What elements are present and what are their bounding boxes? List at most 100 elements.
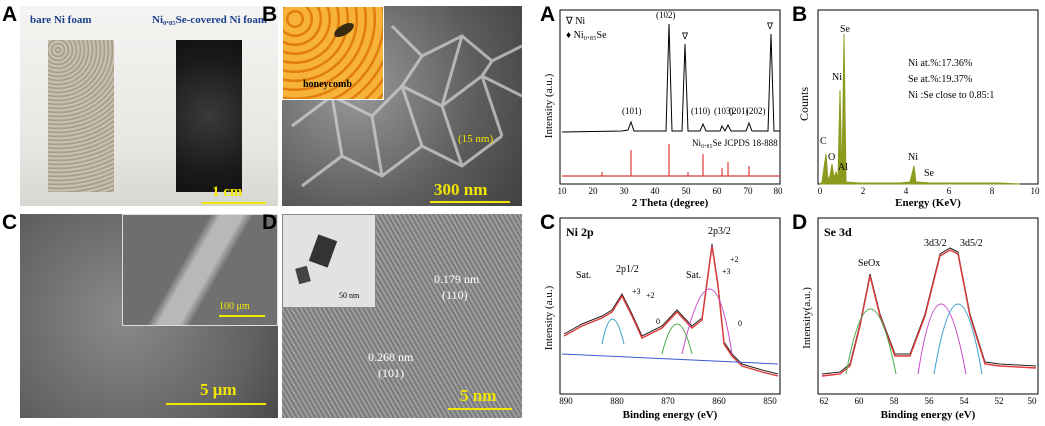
eds-stat: Ni at.%:17.36% <box>908 58 972 69</box>
eds-ni2-label: Ni <box>908 152 918 163</box>
se3d-xlabel: Binding energy (eV) <box>881 409 976 421</box>
honeycomb-inset: honeycomb <box>282 6 384 100</box>
ni2p-ox-label: 0 <box>656 317 660 326</box>
eds-xtick: 4 <box>904 186 909 196</box>
ni2p-xtick: 860 <box>712 396 726 406</box>
covered-ni-label: Ni₀.₈₅Se-covered Ni foam <box>152 14 268 26</box>
fringe-top-label: 0.179 nm <box>434 272 480 286</box>
se3d-peak-component <box>917 303 967 375</box>
xrd-xtick: 30 <box>620 186 630 196</box>
hkl-bottom-label: (101) <box>378 366 404 380</box>
ni2p-xtick: 890 <box>559 396 573 406</box>
xrd-peak-102: (102) <box>656 10 676 20</box>
xrd-nabla-ni: ∇ <box>766 21 774 31</box>
xrd-xtick: 50 <box>682 186 692 196</box>
se3d-ylabel: Intensity(a.u.) <box>801 287 813 349</box>
se3d-xtick: 58 <box>890 396 900 406</box>
ni2p-sat2: Sat. <box>686 270 701 281</box>
se3d-xtick: 62 <box>820 396 829 406</box>
se3d-seox: SeOx <box>858 258 880 269</box>
se3d-title: Se 3d <box>824 225 852 239</box>
eds-xtick: 0 <box>818 186 823 196</box>
eds-c-label: C <box>820 136 827 147</box>
tem-panel: 50 nm 0.179 nm (110) 0.268 nm (101) 5 nm <box>282 214 522 418</box>
hkl-top-label: (110) <box>442 288 468 302</box>
xrd-xtick: 40 <box>651 186 661 196</box>
eds-spectrum <box>819 33 1021 185</box>
panel-label-eds: B <box>792 3 808 26</box>
eds-se-label: Se <box>840 24 851 35</box>
eds-o-label: O <box>828 152 835 163</box>
ni2p-sat1: Sat. <box>576 270 591 281</box>
ni2p-xticks: 890 880 870 860 850 <box>559 396 777 406</box>
ni2p-title: Ni 2p <box>566 225 594 239</box>
xrd-xtick: 70 <box>744 186 754 196</box>
ni2p-baseline <box>561 353 779 365</box>
se3d-chart: Intensity(a.u.) Se 3d SeOx 3d3/2 3d5/2 6… <box>801 217 1039 421</box>
se3d-xticks: 62 60 58 56 54 52 50 <box>820 396 1038 406</box>
ni2p-2p12: 2p1/2 <box>616 264 639 275</box>
photo-panel: bare Ni foam Ni₀.₈₅Se-covered Ni foam 1 … <box>20 6 278 206</box>
xrd-xtick: 60 <box>713 186 723 196</box>
ni2p-xlabel: Binding energy (eV) <box>623 409 718 421</box>
se3d-frame <box>817 217 1039 395</box>
panel-label-se3d: D <box>792 211 808 234</box>
xrd-sample-pattern <box>561 23 780 133</box>
eds-ni-label: Ni <box>832 72 842 83</box>
sem-honeycomb-panel: honeycomb (15 nm) 300 nm <box>282 6 522 206</box>
eds-al-label: Al <box>838 162 848 173</box>
bare-ni-foam-sample <box>48 40 114 192</box>
xrd-xlabel: 2 Theta (degree) <box>632 197 709 209</box>
xrd-legend-nise: ♦ Ni₀.₈₅Se <box>566 30 607 41</box>
tem-inset: 50 nm <box>282 214 376 308</box>
xrd-xtick: 80 <box>774 186 783 196</box>
xrd-peak-110: (110) <box>691 106 710 116</box>
eds-xtick: 8 <box>990 186 995 196</box>
scale-bar <box>448 408 512 410</box>
scale-bar-label: 5 nm <box>460 386 497 405</box>
panel-label-ni2p: C <box>540 211 556 234</box>
xrd-xtick: 20 <box>589 186 599 196</box>
ni2p-peak-component <box>601 318 625 345</box>
foam-inset: 100 μm <box>122 214 278 326</box>
se3d-fit-envelope <box>821 249 1037 377</box>
xrd-peak-202: (202) <box>746 106 766 116</box>
panel-label-a: A <box>2 3 18 26</box>
se3d-3d32: 3d3/2 <box>924 238 947 249</box>
xrd-peak-201: (201) <box>729 106 749 116</box>
ni2p-ylabel: Intensity (a.u.) <box>543 285 555 350</box>
se3d-raw-data <box>821 247 1037 375</box>
panel-label-xrd: A <box>540 3 556 26</box>
ni2p-raw-data <box>563 243 779 375</box>
eds-se2-label: Se <box>924 168 935 179</box>
eds-stat: Ni :Se close to 0.85:1 <box>908 90 994 101</box>
panel-label-d: D <box>262 211 278 234</box>
xrd-ylabel: Intensity (a.u.) <box>543 73 555 138</box>
ni2p-peak-component <box>681 288 733 355</box>
ni2p-peak-component <box>661 323 693 355</box>
se3d-xtick: 50 <box>1028 396 1038 406</box>
ni2p-xtick: 870 <box>661 396 675 406</box>
xrd-chart: Intensity (a.u.) ∇ Ni ♦ Ni₀.₈₅Se (101) (… <box>543 9 783 209</box>
honeycomb-label: honeycomb <box>303 79 352 90</box>
bee-icon <box>331 20 357 40</box>
panel-label-b: B <box>262 3 278 26</box>
ni2p-ox-label: +2 <box>646 291 655 300</box>
sem-foam-panel: 100 μm 5 μm <box>20 214 278 418</box>
ni2p-ox-label: +3 <box>722 267 731 276</box>
xrd-reference-label: Ni₀.₈₅Se JCPDS 18-888 <box>692 138 778 148</box>
thickness-label: (15 nm) <box>458 133 494 145</box>
scale-bar <box>430 201 510 203</box>
xrd-xticks: 10 20 30 40 50 60 70 80 <box>558 186 783 196</box>
eds-xtick: 10 <box>1031 186 1041 196</box>
eds-xticks: 0 2 4 6 8 10 <box>818 186 1040 196</box>
ni2p-ox-label: 0 <box>738 319 742 328</box>
inset-scale-label: 100 μm <box>219 301 250 312</box>
bare-ni-label: bare Ni foam <box>30 14 92 26</box>
eds-xtick: 2 <box>861 186 866 196</box>
se3d-xtick: 56 <box>925 396 935 406</box>
ni2p-ox-label: +2 <box>730 255 739 264</box>
fringe-bottom-label: 0.268 nm <box>368 350 414 364</box>
ni2p-xtick: 850 <box>763 396 777 406</box>
se3d-peak-component <box>933 303 983 375</box>
